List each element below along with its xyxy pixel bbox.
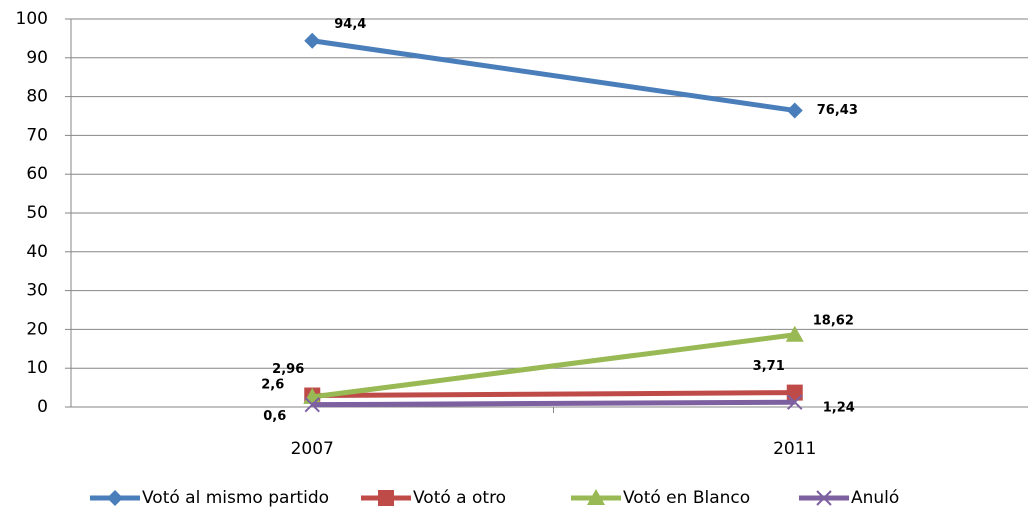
marker [785,325,804,342]
data-label: 0,6 [263,409,286,424]
data-label: 2,96 [272,362,304,377]
legend-label: Votó al mismo partido [142,488,329,508]
data-label: 18,62 [813,313,854,328]
marker [787,394,803,410]
y-tick-label: 0 [37,397,48,417]
marker [786,384,803,401]
marker [378,490,394,506]
x-tick-label: 2011 [773,439,816,459]
y-tick-label: 100 [16,9,48,29]
legend-label: Anuló [851,488,899,508]
y-tick-label: 60 [26,164,48,184]
series-line [311,332,796,400]
y-tick-label: 40 [26,242,48,262]
x-tick-label: 2007 [291,439,334,459]
marker [304,396,320,413]
marker [107,490,123,506]
data-label: 76,43 [817,103,858,118]
data-label: 1,24 [823,401,855,416]
data-label: 94,4 [334,17,366,32]
marker [587,489,605,505]
y-tick-label: 90 [26,48,48,68]
y-tick-label: 20 [26,319,48,339]
data-label: 2,6 [261,377,284,392]
y-tick-label: 10 [26,358,48,378]
series-line [312,390,795,399]
y-tick-label: 70 [26,125,48,145]
marker [304,32,321,49]
series-line [311,38,796,113]
y-tick-label: 30 [26,281,48,301]
y-tick-label: 80 [26,87,48,107]
legend-label: Votó en Blanco [623,488,750,508]
legend-label: Votó a otro [413,488,506,508]
series-line [312,399,795,408]
data-label: 3,71 [753,359,785,374]
y-tick-label: 50 [26,203,48,223]
marker [786,102,803,119]
marker [816,490,832,506]
